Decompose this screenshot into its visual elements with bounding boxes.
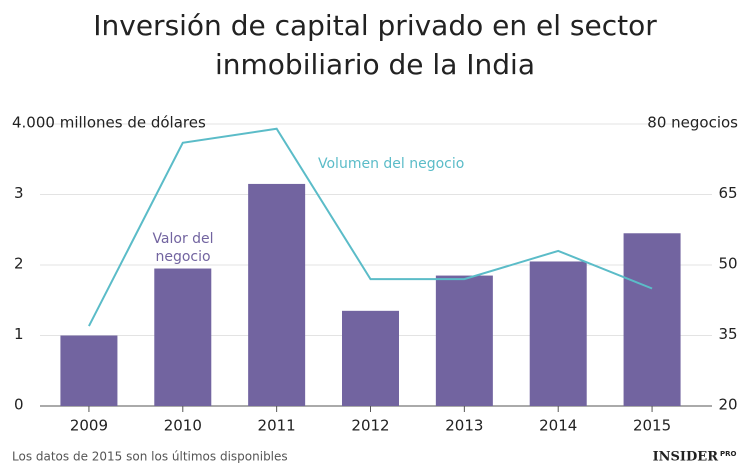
x-tick-label: 2012 (351, 417, 389, 435)
bar (342, 310, 399, 406)
line (88, 127, 653, 327)
x-tick-label: 2013 (445, 417, 483, 435)
bar (623, 233, 681, 406)
x-tick-label: 2011 (258, 417, 296, 435)
y2-tick-label: 65 (718, 184, 737, 202)
y-tick-label: 2 (14, 255, 24, 273)
bar (248, 183, 306, 406)
y2-tick-label: 50 (718, 255, 737, 273)
y-tick-label: 1 (14, 325, 24, 343)
bar (435, 275, 493, 406)
brand: INSIDER (653, 450, 719, 465)
brand-sub: PRO (720, 450, 737, 458)
chart-title: Inversión de capital privado en el secto… (93, 9, 657, 42)
legend-label: negocio (155, 249, 210, 265)
y-tick-label: 4.000 millones de dólares (12, 114, 206, 132)
y2-tick-label: 20 (718, 396, 737, 414)
chart-title: inmobiliario de la India (215, 48, 535, 81)
bar (529, 261, 587, 406)
footnote: Los datos de 2015 son los últimos dispon… (12, 450, 288, 464)
x-tick-label: 2009 (70, 417, 108, 435)
legend-label: Volumen del negocio (318, 156, 464, 172)
y2-tick-label: 35 (718, 325, 737, 343)
x-tick-label: 2014 (539, 417, 577, 435)
legend-label: Valor del (152, 231, 213, 247)
x-tick-label: 2010 (164, 417, 202, 435)
y-tick-label: 0 (14, 396, 24, 414)
x-tick-label: 2015 (633, 417, 671, 435)
bar (154, 268, 212, 406)
y-tick-label: 3 (14, 184, 24, 202)
bar (60, 335, 118, 406)
y2-tick-label: 80 negocios (647, 114, 738, 132)
